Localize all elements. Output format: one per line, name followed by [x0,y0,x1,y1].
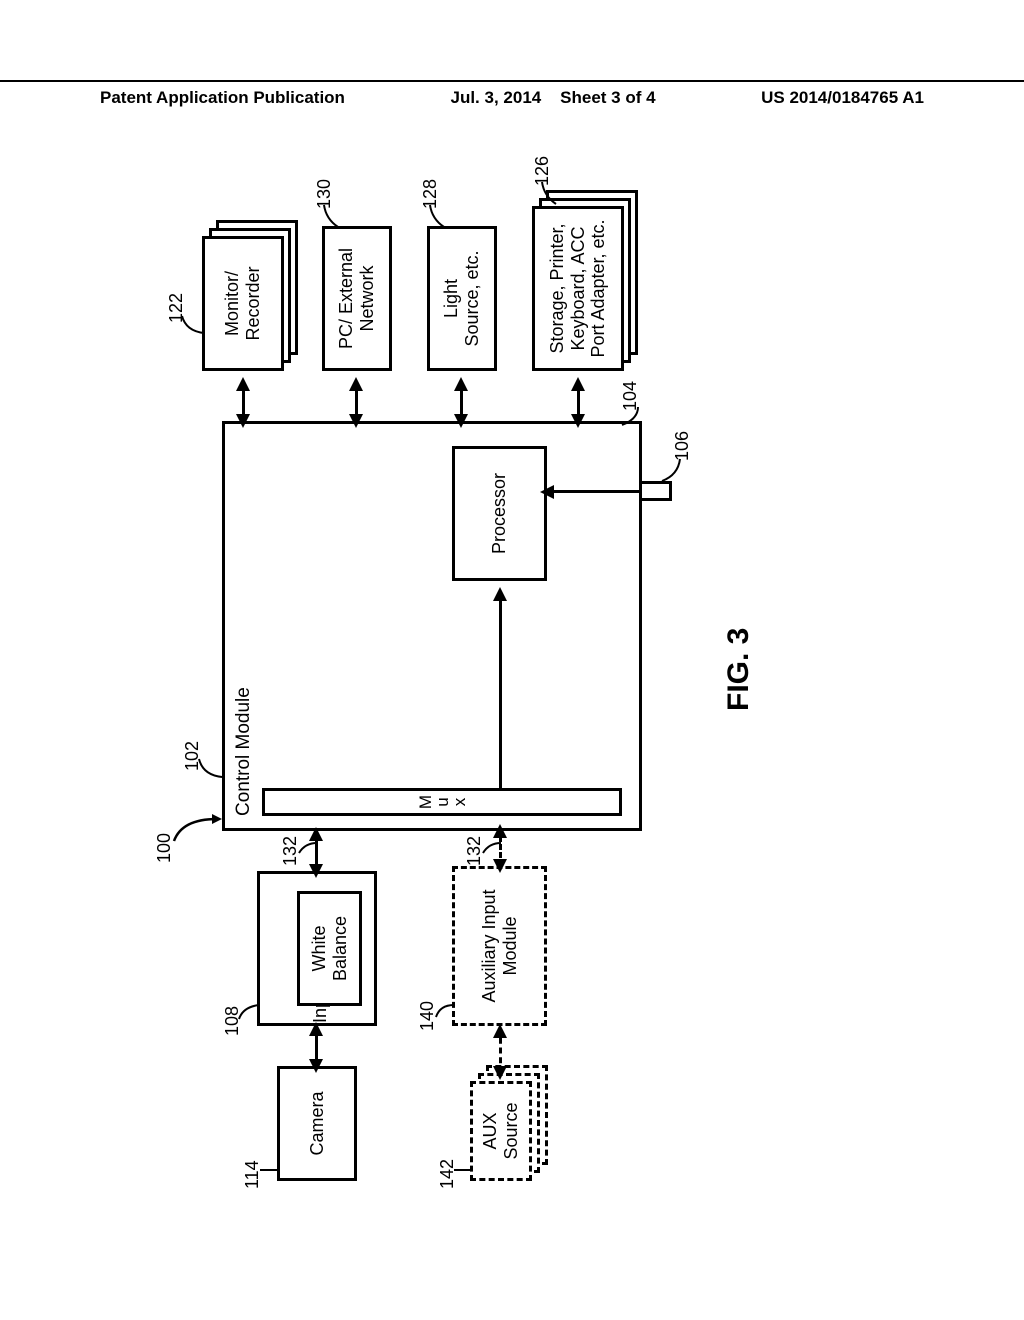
ah-cm-storage-r [571,377,585,391]
arrowhead-as-r [493,1024,507,1038]
control-module-box: Control Module [222,421,642,831]
storage-label: Storage, Printer, Keyboard, ACC Port Ada… [547,219,609,357]
arrowhead-ci-r [309,1022,323,1036]
header-left: Patent Application Publication [100,88,345,108]
mux-label: M u x [417,795,468,809]
ah-proc-conn [540,485,554,499]
aux-input-label: Auxiliary Input Module [479,889,520,1002]
diagram-rotated: Control Module M u x Processor Input Mod… [142,201,882,1121]
light-label: Light Source, etc. [441,250,482,346]
aux-input-module-box: Auxiliary Input Module [452,866,547,1026]
arrowhead-im-l [309,864,323,878]
aux-source-box: AUX Source [470,1081,532,1181]
white-balance-box: White Balance [297,891,362,1006]
leader-122 [180,312,206,336]
leader-128 [428,203,448,229]
arrowhead-am-r [493,824,507,838]
ah-cm-mon-r [236,377,250,391]
leader-104 [620,401,648,429]
storage-box: Storage, Printer, Keyboard, ACC Port Ada… [532,206,624,371]
ref-114: 114 [242,1160,263,1189]
arrowhead-mp-r [493,587,507,601]
camera-box: Camera [277,1066,357,1181]
ah-cm-light-r [454,377,468,391]
leader-126 [540,180,560,206]
mux-box: M u x [262,788,622,816]
header-right: US 2014/0184765 A1 [761,88,924,108]
monitor-box: Monitor/ Recorder [202,236,284,371]
pc-net-label: PC/ External Network [336,248,377,349]
leader-102 [197,751,227,781]
camera-label: Camera [307,1091,328,1155]
leader-132a [297,839,319,859]
ref-142: 142 [437,1159,458,1189]
ah-cm-light-l [454,414,468,428]
header-date-text: Jul. 3, 2014 [451,88,542,107]
pc-net-box: PC/ External Network [322,226,392,371]
arrow-mux-proc [499,593,502,788]
leader-142 [454,1169,472,1171]
header-date: Jul. 3, 2014 Sheet 3 of 4 [451,88,656,108]
diagram-area: Control Module M u x Processor Input Mod… [100,200,924,1160]
arrowhead-ci-l [309,1059,323,1073]
control-module-label: Control Module [233,687,255,816]
leader-106 [660,455,685,483]
white-balance-label: White Balance [309,916,350,981]
ah-cm-pc-l [349,414,363,428]
arrowhead-am-l [493,859,507,873]
figure-label: FIG. 3 [722,627,756,710]
ah-cm-storage-l [571,414,585,428]
aux-source-label: AUX Source [480,1102,521,1159]
arrow-proc-conn [547,490,642,493]
connector-106 [642,481,672,501]
processor-box: Processor [452,446,547,581]
monitor-label: Monitor/ Recorder [222,266,263,340]
header-sheet: Sheet 3 of 4 [560,88,655,107]
ah-cm-pc-r [349,377,363,391]
leader-130 [322,203,342,229]
light-box: Light Source, etc. [427,226,497,371]
leader-114 [260,1169,278,1171]
leader-140 [434,1001,456,1021]
patent-header: Patent Application Publication Jul. 3, 2… [0,80,1024,108]
ah-cm-mon-l [236,414,250,428]
leader-108 [237,1001,262,1023]
arrowhead-as-l [493,1066,507,1080]
processor-label: Processor [489,473,510,554]
leader-100 [172,809,222,849]
leader-132b [481,839,503,859]
